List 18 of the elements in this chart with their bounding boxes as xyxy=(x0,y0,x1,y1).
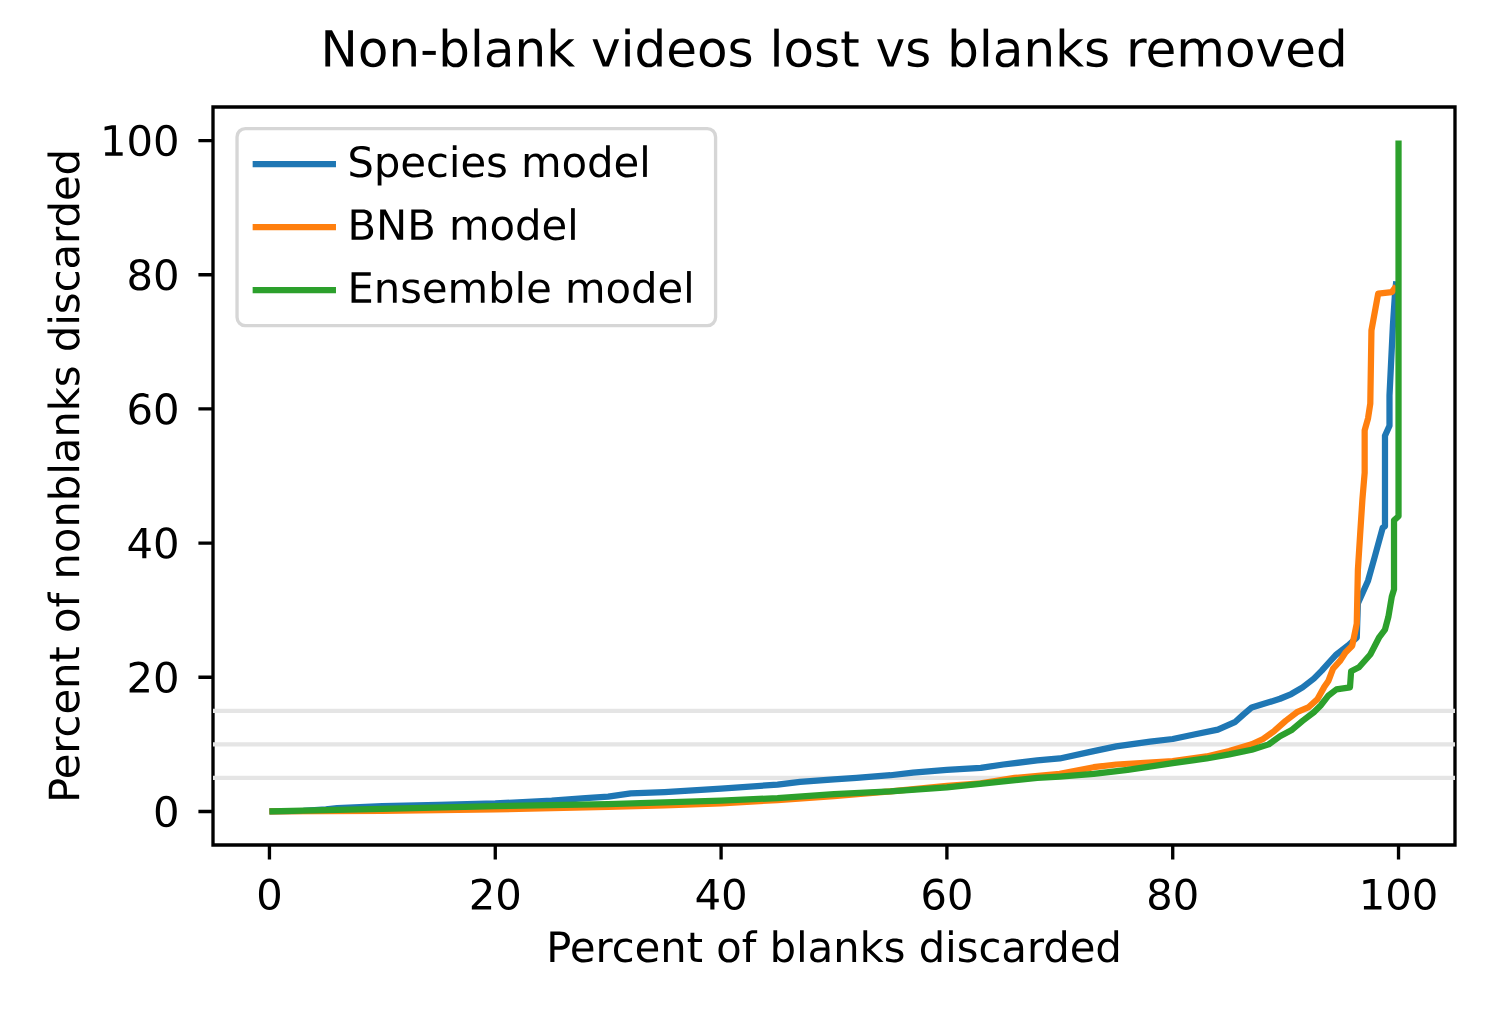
chart-title: Non-blank videos lost vs blanks removed xyxy=(325,28,1344,68)
y-tick-label: 20 xyxy=(129,661,177,694)
y-tick-label: 100 xyxy=(104,124,177,157)
x-tick-label: 0 xyxy=(258,878,280,910)
x-tick-label: 80 xyxy=(1149,878,1197,910)
y-tick-label: 40 xyxy=(128,527,177,559)
y-axis-title: Percent of nonblanks discarded xyxy=(47,152,80,799)
x-tick-label: 20 xyxy=(471,878,520,910)
x-tick-label: 40 xyxy=(696,878,745,910)
x-tick-label: 60 xyxy=(923,878,971,910)
y-tick-label: 60 xyxy=(129,393,177,425)
legend-label: Ensemble model xyxy=(351,271,691,304)
legend-label: BNB model xyxy=(351,208,575,241)
y-tick-label: 80 xyxy=(129,258,177,291)
x-axis-title: Percent of blanks discarded xyxy=(550,930,1119,963)
y-tick-label: 0 xyxy=(155,795,177,828)
x-tick-label: 100 xyxy=(1363,878,1436,910)
legend-label: Species model xyxy=(350,145,647,186)
